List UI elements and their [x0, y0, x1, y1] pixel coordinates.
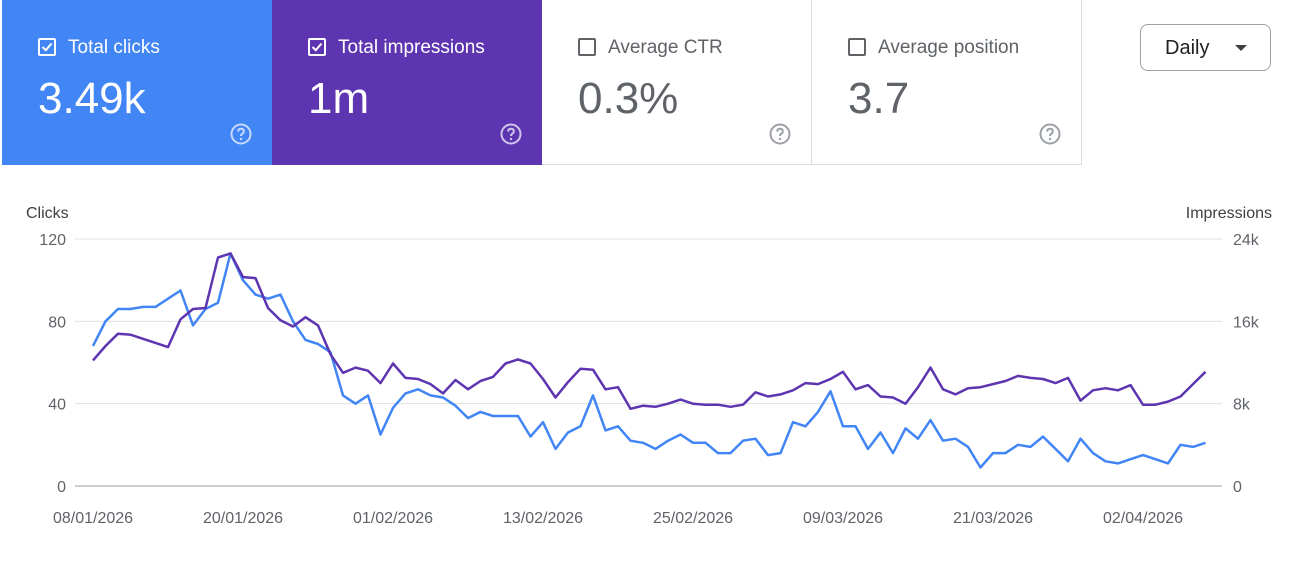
- metric-label: Average position: [878, 37, 1020, 58]
- left-axis-title: Clicks: [26, 205, 69, 222]
- help-icon[interactable]: [1039, 123, 1061, 145]
- x-tick-label: 13/02/2026: [503, 510, 583, 527]
- right-tick-label: 24k: [1233, 232, 1260, 249]
- average-position-checkbox[interactable]: [848, 38, 866, 56]
- right-tick-label: 8k: [1233, 397, 1251, 414]
- clicks-series-line: [91, 252, 1206, 469]
- performance-chart: Clicks Impressions 0 0 40 8k 80 16k 120 24k 08/…: [26, 205, 1272, 527]
- average-position-card[interactable]: Average position 3.7: [812, 0, 1082, 165]
- average-ctr-card[interactable]: Average CTR 0.3%: [542, 0, 812, 165]
- gridlines: [75, 238, 1222, 487]
- left-tick-label: 80: [48, 314, 66, 331]
- checkmark-icon: [311, 42, 323, 52]
- metric-value: 3.49k: [38, 74, 146, 123]
- help-icon[interactable]: [769, 123, 791, 145]
- left-tick-label: 0: [57, 479, 66, 496]
- left-tick-label: 40: [48, 397, 66, 414]
- metric-cards: Total clicks 3.49k Total impressions 1m …: [2, 0, 1082, 166]
- x-tick-label: 20/01/2026: [203, 510, 283, 527]
- left-tick-label: 120: [39, 232, 66, 249]
- total-clicks-checkbox[interactable]: [38, 38, 56, 56]
- help-icon[interactable]: [500, 123, 522, 145]
- metric-label: Total impressions: [338, 37, 485, 58]
- x-tick-label: 25/02/2026: [653, 510, 733, 527]
- series-lines: [91, 252, 1207, 469]
- x-axis-ticks: 08/01/2026 20/01/2026 01/02/2026 13/02/2026…: [53, 510, 1183, 527]
- x-tick-label: 02/04/2026: [1103, 510, 1183, 527]
- checkmark-icon: [41, 42, 53, 52]
- axis-ticks: 0 0 40 8k 80 16k 120 24k: [39, 232, 1260, 496]
- average-ctr-checkbox[interactable]: [578, 38, 596, 56]
- metric-value: 0.3%: [578, 74, 679, 123]
- help-icon[interactable]: [230, 123, 252, 145]
- right-axis-title: Impressions: [1186, 205, 1272, 222]
- right-tick-label: 16k: [1233, 314, 1260, 331]
- x-tick-label: 09/03/2026: [803, 510, 883, 527]
- period-dropdown[interactable]: Daily: [1140, 24, 1271, 71]
- x-tick-label: 08/01/2026: [53, 510, 133, 527]
- x-tick-label: 21/03/2026: [953, 510, 1033, 527]
- period-dropdown-label: Daily: [1165, 37, 1210, 59]
- metric-label: Total clicks: [68, 37, 160, 58]
- total-impressions-card[interactable]: Total impressions 1m: [272, 0, 542, 165]
- metric-value: 1m: [308, 74, 370, 123]
- x-tick-label: 01/02/2026: [353, 510, 433, 527]
- metric-label: Average CTR: [608, 37, 723, 58]
- dropdown-arrow-icon: [1235, 45, 1247, 51]
- right-tick-label: 0: [1233, 479, 1242, 496]
- metric-value: 3.7: [848, 74, 910, 123]
- impressions-series-line: [92, 252, 1207, 411]
- total-clicks-card[interactable]: Total clicks 3.49k: [2, 0, 272, 165]
- total-impressions-checkbox[interactable]: [308, 38, 326, 56]
